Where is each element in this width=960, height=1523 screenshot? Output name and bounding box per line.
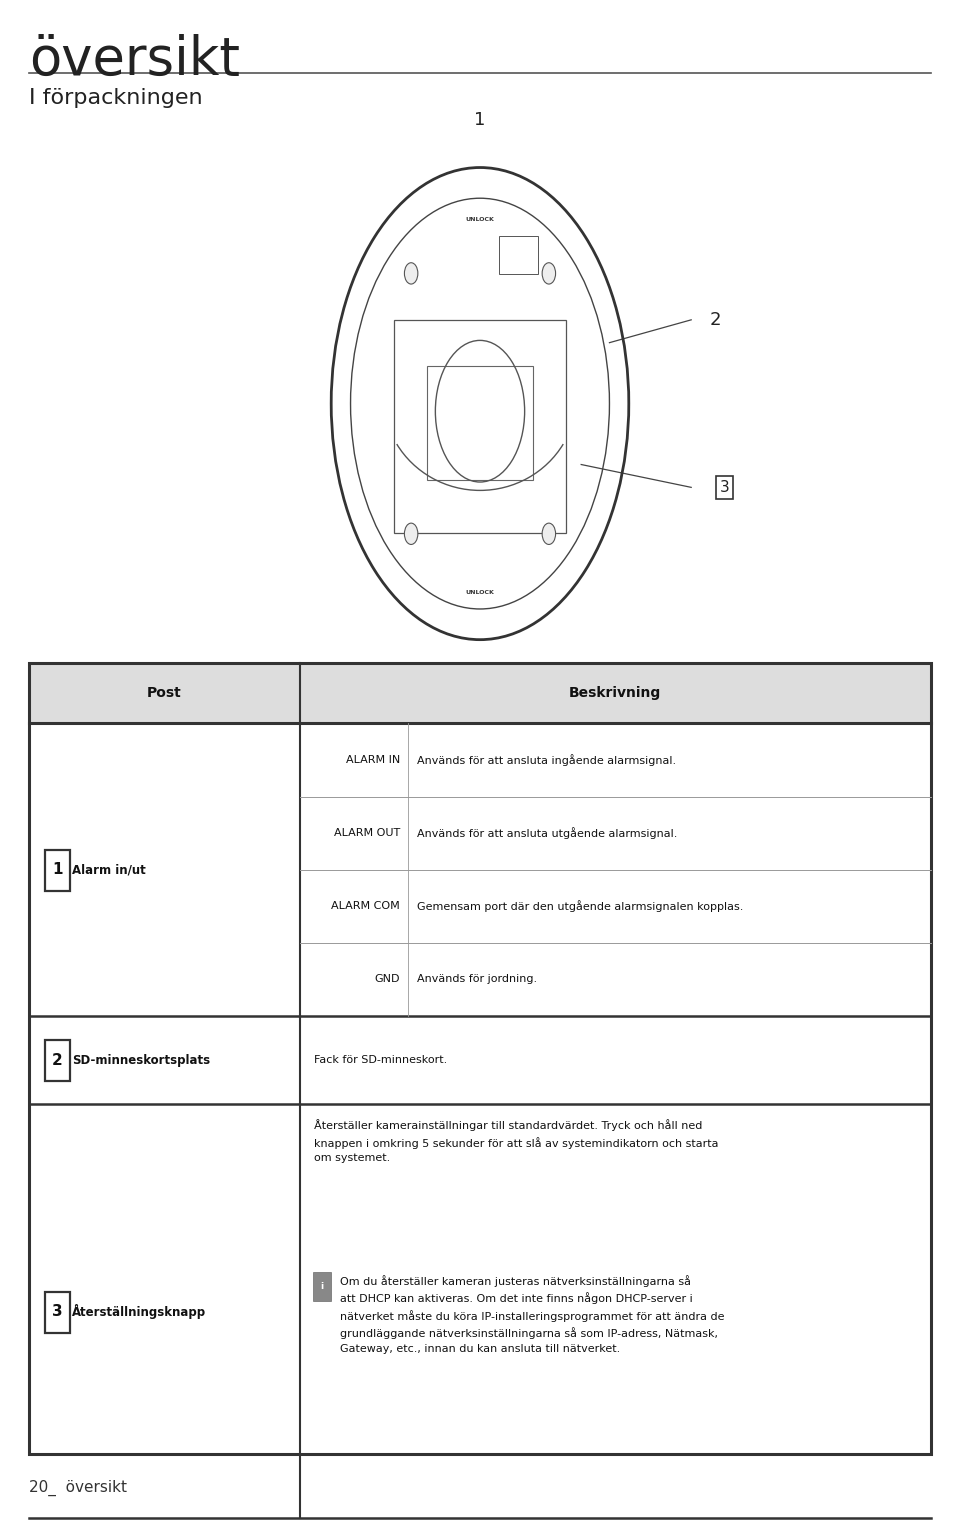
Text: Används för att ansluta utgående alarmsignal.: Används för att ansluta utgående alarmsi… [418, 827, 678, 839]
Circle shape [542, 522, 556, 544]
Bar [29, 1104, 931, 1518]
Text: I förpackningen: I förpackningen [29, 88, 203, 108]
FancyBboxPatch shape [45, 1292, 70, 1333]
Text: Återställer kamerainställningar till standardvärdet. Tryck och håll ned
knappen : Återställer kamerainställningar till sta… [314, 1119, 718, 1164]
Text: 20_  översikt: 20_ översikt [29, 1479, 127, 1496]
Bar [29, 663, 931, 1454]
Text: Används för att ansluta ingående alarmsignal.: Används för att ansluta ingående alarmsi… [418, 754, 677, 766]
Text: i: i [321, 1282, 324, 1292]
Text: GND: GND [374, 975, 400, 984]
Text: Beskrivning: Beskrivning [569, 685, 661, 701]
Bar [29, 723, 931, 1016]
Text: 1: 1 [474, 111, 486, 129]
FancyBboxPatch shape [313, 1272, 331, 1301]
Text: översikt: översikt [29, 34, 240, 85]
Bar [29, 663, 931, 723]
Bar [427, 366, 533, 480]
Circle shape [404, 522, 418, 544]
Bar [499, 236, 538, 274]
Text: 3: 3 [720, 480, 730, 495]
Text: UNLOCK: UNLOCK [466, 589, 494, 595]
Text: UNLOCK: UNLOCK [466, 216, 494, 222]
Text: Gemensam port där den utgående alarmsignalen kopplas.: Gemensam port där den utgående alarmsign… [418, 900, 744, 912]
Text: Alarm in/ut: Alarm in/ut [72, 864, 146, 876]
Text: Återställningsknapp: Återställningsknapp [72, 1304, 206, 1319]
Circle shape [404, 263, 418, 285]
FancyBboxPatch shape [45, 1040, 70, 1081]
Text: 1: 1 [53, 862, 62, 877]
Text: Post: Post [147, 685, 181, 701]
Text: 2: 2 [709, 311, 721, 329]
Text: ALARM IN: ALARM IN [346, 755, 400, 765]
Text: 2: 2 [52, 1052, 63, 1068]
Text: 3: 3 [52, 1304, 63, 1319]
Text: SD-minneskortsplats: SD-minneskortsplats [72, 1054, 210, 1066]
Text: Om du återställer kameran justeras nätverksinställningarna så
att DHCP kan aktiv: Om du återställer kameran justeras nätve… [340, 1275, 725, 1354]
Text: Används för jordning.: Används för jordning. [418, 975, 538, 984]
FancyBboxPatch shape [45, 850, 70, 891]
Bar [29, 1016, 931, 1104]
Text: ALARM OUT: ALARM OUT [334, 829, 400, 838]
Bar [394, 320, 566, 533]
Text: ALARM COM: ALARM COM [331, 902, 400, 911]
Text: Fack för SD-minneskort.: Fack för SD-minneskort. [314, 1055, 447, 1065]
Circle shape [542, 263, 556, 285]
